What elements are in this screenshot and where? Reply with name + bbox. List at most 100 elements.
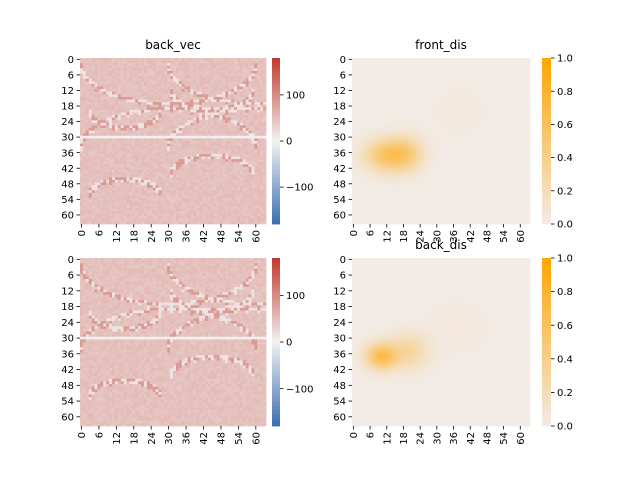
heatmap-cell bbox=[111, 208, 116, 212]
heatmap-cell bbox=[155, 218, 159, 222]
heatmap-cell bbox=[374, 70, 378, 74]
heatmap-cell bbox=[245, 141, 249, 144]
heatmap-cell bbox=[161, 115, 165, 118]
heatmap-cell bbox=[178, 169, 183, 173]
heatmap-cell bbox=[263, 169, 267, 173]
heatmap-cell bbox=[234, 177, 238, 181]
heatmap-cell bbox=[248, 218, 252, 222]
heatmap-cell bbox=[109, 156, 113, 160]
heatmap-cell bbox=[407, 83, 411, 87]
heatmap-cell bbox=[474, 86, 478, 90]
heatmap-cell bbox=[158, 195, 162, 199]
heatmap-cell bbox=[129, 83, 133, 87]
heatmap-cell bbox=[263, 205, 267, 209]
heatmap-cell bbox=[161, 138, 165, 142]
heatmap-cell bbox=[207, 169, 212, 173]
heatmap-cell bbox=[111, 185, 116, 189]
heatmap-cell bbox=[236, 156, 241, 160]
heatmap-cell bbox=[138, 198, 142, 201]
heatmap-cell bbox=[257, 94, 261, 98]
heatmap-cell bbox=[222, 94, 226, 98]
heatmap-cell bbox=[463, 83, 467, 87]
heatmap-cell bbox=[141, 122, 145, 126]
heatmap-cell bbox=[193, 107, 197, 111]
heatmap-cell bbox=[155, 120, 159, 124]
heatmap-cell bbox=[135, 107, 139, 111]
heatmap-cell bbox=[207, 172, 212, 176]
heatmap-cell bbox=[231, 60, 235, 64]
heatmap-cell bbox=[135, 68, 139, 72]
heatmap-cell bbox=[149, 86, 154, 90]
heatmap-cell bbox=[407, 73, 411, 77]
y-tick-label: 18 bbox=[61, 102, 74, 113]
heatmap-cell bbox=[496, 78, 500, 82]
heatmap-cell bbox=[474, 70, 478, 74]
heatmap-cell bbox=[109, 107, 113, 111]
heatmap-cell bbox=[132, 185, 136, 189]
heatmap-cell bbox=[152, 86, 156, 90]
heatmap-cell bbox=[141, 161, 145, 165]
heatmap-cell bbox=[167, 211, 171, 214]
heatmap-cell bbox=[204, 146, 209, 150]
heatmap-cell bbox=[202, 169, 206, 173]
heatmap-cell bbox=[103, 99, 107, 103]
heatmap-cell bbox=[126, 109, 130, 113]
heatmap-cell bbox=[123, 151, 127, 155]
heatmap-cell bbox=[167, 164, 171, 168]
heatmap-cell bbox=[109, 208, 113, 212]
heatmap-cell bbox=[207, 208, 212, 212]
heatmap-cell bbox=[263, 115, 267, 118]
heatmap-cell bbox=[410, 81, 414, 85]
heatmap-cell bbox=[82, 195, 87, 199]
heatmap-cell bbox=[129, 117, 133, 121]
heatmap-cell bbox=[190, 94, 194, 98]
heatmap-cell bbox=[466, 86, 470, 90]
heatmap-cell bbox=[80, 73, 84, 77]
heatmap-cell bbox=[207, 153, 212, 157]
heatmap-cell bbox=[80, 58, 84, 61]
heatmap-cell bbox=[158, 70, 162, 74]
heatmap-cell bbox=[196, 146, 200, 150]
heatmap-cell bbox=[173, 112, 177, 116]
heatmap-cell bbox=[228, 159, 232, 163]
heatmap-cell bbox=[202, 216, 206, 220]
heatmap-cell bbox=[236, 192, 241, 196]
heatmap-cell bbox=[135, 221, 139, 225]
heatmap-cell bbox=[379, 63, 383, 67]
heatmap-cell bbox=[219, 128, 223, 131]
heatmap-cell bbox=[120, 89, 124, 93]
heatmap-cell bbox=[167, 112, 171, 116]
heatmap-cell bbox=[173, 76, 177, 80]
heatmap-cell bbox=[202, 109, 206, 113]
heatmap-cell bbox=[471, 58, 475, 61]
heatmap-cell bbox=[463, 76, 467, 80]
heatmap-cell bbox=[149, 135, 154, 139]
heatmap-cell bbox=[479, 68, 484, 72]
heatmap-cell bbox=[82, 122, 87, 126]
heatmap-cell bbox=[254, 208, 258, 212]
heatmap-cell bbox=[454, 83, 459, 87]
heatmap-cell bbox=[114, 107, 119, 111]
heatmap-cell bbox=[413, 76, 417, 80]
heatmap-cell bbox=[407, 81, 411, 85]
heatmap-cell bbox=[175, 218, 180, 222]
heatmap-cell bbox=[114, 99, 119, 103]
heatmap-cell bbox=[193, 213, 197, 217]
heatmap-cell bbox=[100, 83, 104, 87]
heatmap-cell bbox=[82, 63, 87, 67]
heatmap-cell bbox=[234, 115, 238, 118]
heatmap-cell bbox=[196, 159, 200, 163]
heatmap-cell bbox=[97, 179, 101, 183]
heatmap-cell bbox=[234, 83, 238, 87]
heatmap-cell bbox=[449, 73, 453, 77]
heatmap-cell bbox=[360, 68, 364, 72]
heatmap-cell bbox=[204, 138, 209, 142]
heatmap-cell bbox=[228, 211, 232, 214]
heatmap-cell bbox=[178, 73, 183, 77]
heatmap-cell bbox=[516, 63, 520, 67]
heatmap-cell bbox=[187, 94, 191, 98]
heatmap-cell bbox=[510, 81, 514, 85]
heatmap-cell bbox=[167, 198, 171, 201]
heatmap-cell bbox=[120, 203, 124, 207]
heatmap-cell bbox=[213, 172, 217, 176]
